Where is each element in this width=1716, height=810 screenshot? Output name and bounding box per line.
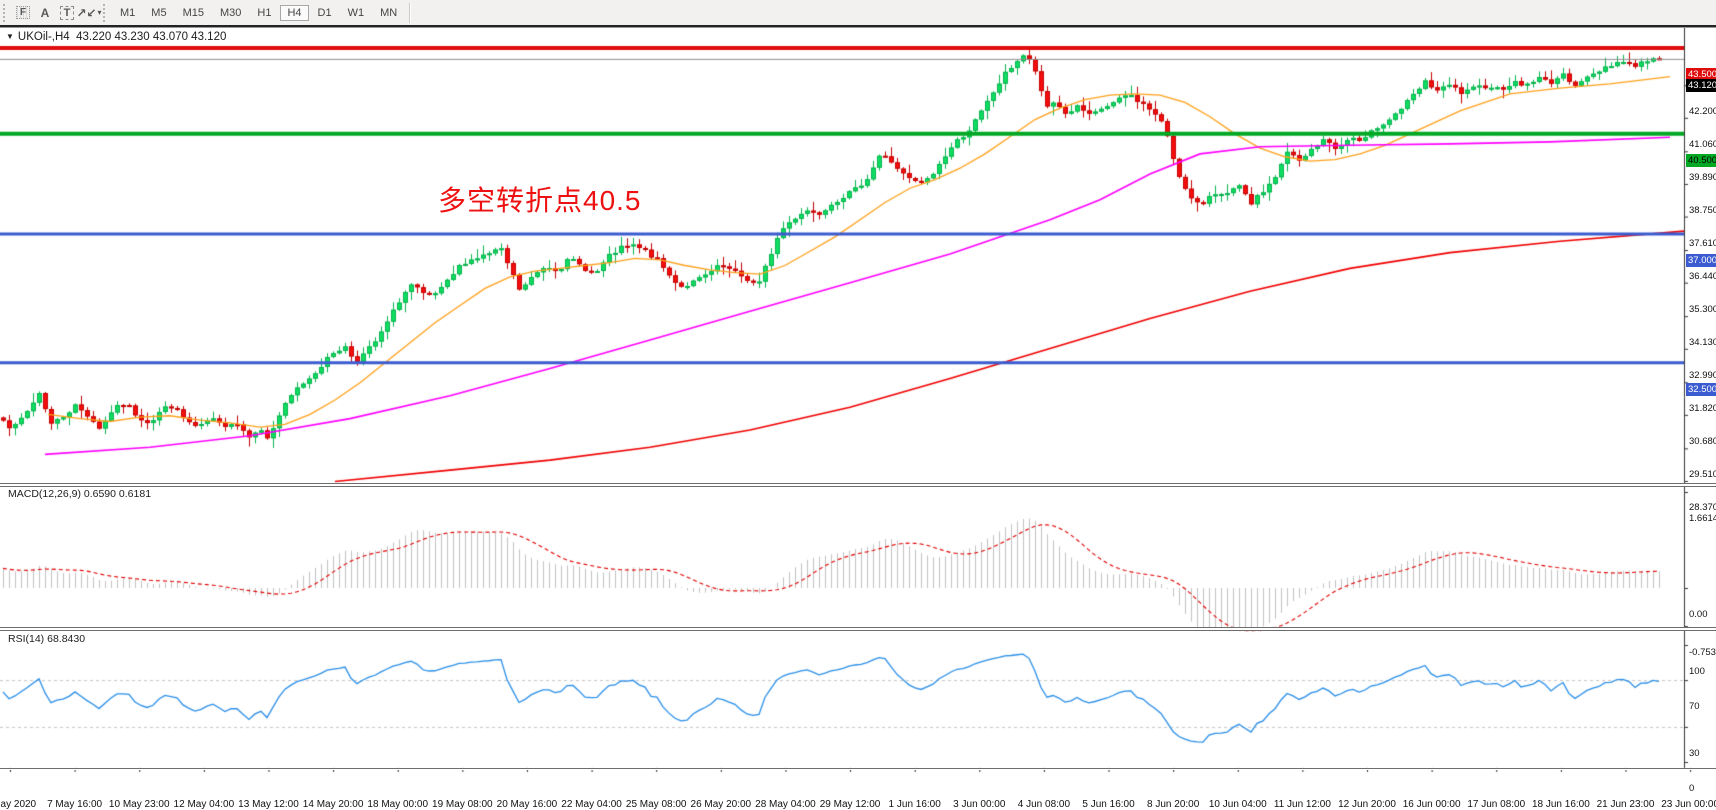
time-axis-label: 10 May 23:00	[108, 799, 170, 810]
macd-axis-label: -0.7532	[1689, 647, 1716, 658]
timeframe-button-group: M1 M5 M15 M30 H1 H4 D1 W1 MN	[112, 4, 405, 21]
price-axis-label: 34.130	[1689, 337, 1716, 349]
price-axis-label: 30.680	[1689, 435, 1716, 447]
timeframe-button-d1[interactable]: D1	[317, 6, 332, 19]
rsi-axis-label: 100	[1689, 666, 1705, 677]
macd-axis-label: 0.00	[1689, 609, 1708, 620]
rsi-axis-label: 0	[1689, 783, 1695, 794]
macd-name: MACD(12,26,9)	[8, 488, 81, 500]
price-line-badge: 43.500	[1686, 68, 1716, 81]
time-axis-label: 26 May 20:00	[690, 799, 752, 810]
ohlc-values: 43.220 43.230 43.070 43.120	[76, 31, 227, 43]
macd-main-value: 0.6590	[83, 488, 116, 500]
time-axis-label: 12 Jun 20:00	[1338, 799, 1396, 810]
price-axis-label: 42.200	[1689, 106, 1716, 118]
price-axis-label: 41.060	[1689, 138, 1716, 150]
time-axis-label: 4 Jun 08:00	[1017, 799, 1071, 810]
rsi-axis-label: 70	[1689, 701, 1700, 713]
time-axis-label: 25 May 08:00	[625, 799, 687, 810]
timeframe-button-w1[interactable]: W1	[347, 6, 365, 19]
toolbar-separator	[409, 2, 411, 23]
timeframe-button-m15[interactable]: M15	[182, 6, 204, 19]
price-axis-label: 39.890	[1689, 172, 1716, 184]
time-axis-label: 13 May 12:00	[238, 799, 299, 810]
price-axis-label: 31.820	[1689, 403, 1716, 415]
timeframe-button-m1[interactable]: M1	[120, 6, 136, 19]
chart-window: ▼ UKOil-,H4 43.220 43.230 43.070 43.120 多…	[0, 27, 1716, 810]
time-axis-label: 28 May 04:00	[755, 799, 816, 810]
time-axis-label: 8 Jun 20:00	[1147, 799, 1200, 810]
price-axis-label: 28.370	[1689, 502, 1716, 513]
time-axis-label: 19 May 08:00	[432, 799, 493, 810]
time-axis-label: 23 Jun 00:00	[1661, 799, 1716, 810]
price-axis-label: 37.610	[1689, 237, 1716, 249]
pane-separator-macd[interactable]	[0, 483, 1716, 487]
cursor-a-icon-glyph: A	[40, 5, 50, 20]
text-tool-icon-glyph: T	[59, 5, 75, 20]
time-axis-label: 16 Jun 00:00	[1402, 799, 1461, 810]
rsi-axis-label: 30	[1689, 747, 1700, 759]
price-axis-label: 36.440	[1689, 271, 1716, 283]
time-axis-label: 7 May 16:00	[47, 799, 103, 810]
arrows-tool-icon-glyph: ↗↙	[76, 5, 97, 20]
time-axis-label: 20 May 16:00	[496, 799, 558, 810]
timeframe-button-h4[interactable]: H4	[280, 4, 309, 21]
time-axis-label: 18 May 00:00	[367, 799, 429, 810]
arrows-tool-icon[interactable]: ↗↙ ▾	[76, 3, 102, 22]
text-tool-icon[interactable]: T	[56, 3, 78, 22]
chart-annotation-text[interactable]: 多空转折点40.5	[438, 185, 642, 216]
macd-signal-value: 0.6181	[118, 488, 152, 500]
top-toolbar: F A T ↗↙ ▾ M1 M5 M15 M30 H1 H4 D1 W1 MN	[0, 0, 1716, 27]
price-line-badge: 37.000	[1686, 254, 1716, 268]
dropdown-caret-icon[interactable]: ▾	[97, 8, 102, 17]
macd-indicator-label: MACD(12,26,9) 0.6590 0.6181	[8, 488, 151, 500]
current-price-badge: 43.120	[1686, 78, 1716, 92]
price-line-badge: 32.500	[1686, 382, 1716, 396]
time-axis-label: 14 May 20:00	[302, 799, 364, 810]
chart-title: ▼ UKOil-,H4 43.220 43.230 43.070 43.120	[6, 31, 226, 43]
time-axis-label: 12 May 04:00	[173, 799, 235, 810]
time-axis-label: 6 May 2020	[0, 799, 37, 810]
price-line-badge: 40.500	[1686, 153, 1716, 167]
rsi-indicator-label: RSI(14) 68.8430	[8, 633, 85, 645]
chart-canvas[interactable]	[0, 27, 1716, 791]
time-axis-label: 1 Jun 16:00	[888, 799, 941, 810]
rsi-value: 68.8430	[47, 633, 86, 645]
timeframe-button-m5[interactable]: M5	[151, 6, 167, 19]
grid-f-icon[interactable]: F	[12, 3, 34, 22]
time-axis-label: 3 Jun 00:00	[953, 799, 1006, 810]
grid-f-icon-glyph: F	[15, 6, 31, 19]
time-axis-label: 18 Jun 16:00	[1531, 799, 1590, 810]
chart-expander-icon[interactable]: ▼	[6, 32, 14, 41]
time-axis-label: 17 Jun 08:00	[1467, 799, 1526, 810]
axis-strip-separator	[0, 768, 1716, 770]
symbol-period-label: UKOil-,H4	[17, 31, 70, 43]
timeframe-button-m30[interactable]: M30	[219, 6, 242, 19]
macd-axis-label: 1.6614	[1689, 513, 1716, 524]
toolbar-grip[interactable]	[3, 3, 9, 22]
time-axis-label: 22 May 04:00	[561, 799, 622, 810]
price-axis-label: 38.750	[1689, 204, 1716, 216]
time-axis-label: 5 Jun 16:00	[1082, 799, 1135, 810]
time-axis-label: 11 Jun 12:00	[1273, 799, 1331, 810]
time-axis-label: 29 May 12:00	[819, 799, 881, 810]
time-axis-label: 21 Jun 23:00	[1596, 799, 1655, 810]
price-axis-label: 35.300	[1689, 303, 1716, 315]
price-axis-label: 29.510	[1689, 469, 1716, 481]
rsi-name: RSI(14)	[8, 633, 45, 645]
cursor-a-icon[interactable]: A	[34, 3, 56, 22]
chart-frame-line	[0, 27, 1716, 28]
price-axis-label: 32.990	[1689, 369, 1716, 381]
timeframe-button-mn[interactable]: MN	[380, 6, 398, 19]
toolbar-grip[interactable]	[103, 3, 109, 22]
time-axis-label: 10 Jun 04:00	[1208, 799, 1267, 810]
pane-separator-rsi[interactable]	[0, 627, 1716, 631]
timeframe-button-h1[interactable]: H1	[257, 6, 272, 19]
